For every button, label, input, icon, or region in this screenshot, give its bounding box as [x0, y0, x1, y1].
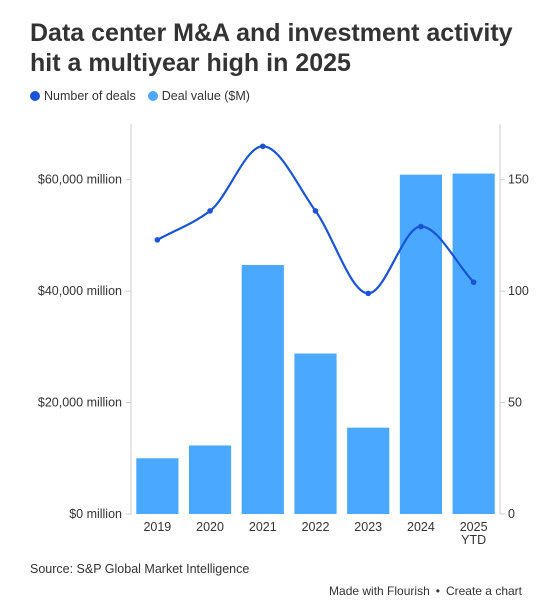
right-axis: 0 50 100 150 [499, 124, 529, 521]
x-tick-label: 2023 [354, 520, 382, 534]
deals-point-2021[interactable] [259, 143, 266, 150]
deals-point-2020[interactable] [207, 208, 213, 214]
deals-point-2025-ytd[interactable] [470, 279, 477, 286]
bar-2023[interactable] [347, 427, 390, 514]
bar-2020[interactable] [188, 445, 232, 514]
create-chart-link[interactable]: Create a chart [445, 584, 522, 598]
left-tick-label: $20,000 million [38, 396, 122, 410]
x-tick-label: 2019 [143, 520, 171, 534]
x-tick-label: 2022 [302, 520, 330, 534]
left-axis: $0 million $20,000 million $40,000 million… [38, 124, 132, 521]
deals-point-2023[interactable] [365, 290, 372, 297]
bar-2025-ytd[interactable] [452, 173, 495, 515]
footer-separator: • [435, 584, 440, 598]
deals-point-2024[interactable] [418, 223, 424, 230]
deals-point-2019[interactable] [154, 237, 161, 243]
bar-2022[interactable] [294, 353, 337, 514]
footer: Made with Flourish • Create a chart [329, 584, 522, 598]
made-with-flourish-link[interactable]: Made with Flourish [329, 584, 430, 598]
right-tick-label: 50 [508, 396, 522, 410]
bars [136, 173, 495, 515]
right-tick-label: 100 [508, 284, 529, 298]
right-tick-label: 150 [508, 173, 529, 187]
legend-label-deals: Number of deals [44, 89, 136, 103]
x-tick-label: 2021 [249, 520, 277, 534]
legend-swatch-value [147, 91, 158, 101]
line-layer [154, 143, 477, 297]
bar-2024[interactable] [399, 174, 443, 514]
deals-point-2022[interactable] [312, 208, 319, 214]
x-tick-label: 2020 [196, 520, 224, 534]
left-tick-label: $40,000 million [38, 284, 122, 298]
x-tick-label: 2024 [407, 520, 435, 534]
legend-item-deal-value[interactable]: Deal value ($M) [147, 89, 250, 103]
source-note: Source: S&P Global Market Intelligence [30, 562, 250, 576]
left-tick-label: $60,000 million [38, 173, 122, 187]
chart-title: Data center M&A and investment activity … [30, 19, 513, 77]
legend-label-value: Deal value ($M) [161, 89, 250, 103]
legend-item-number-of-deals[interactable]: Number of deals [30, 89, 136, 103]
x-tick-label: 2025 YTD [460, 520, 488, 547]
bar-2021[interactable] [241, 264, 284, 514]
legend: Number of deals Deal value ($M) [30, 89, 262, 103]
x-axis: 2019 2020 2021 2022 2023 2024 2025 YTD [143, 520, 487, 547]
bar-2019[interactable] [136, 458, 179, 514]
right-tick-label: 0 [508, 507, 515, 521]
left-tick-label: $0 million [69, 507, 122, 521]
legend-swatch-deals [30, 91, 40, 101]
